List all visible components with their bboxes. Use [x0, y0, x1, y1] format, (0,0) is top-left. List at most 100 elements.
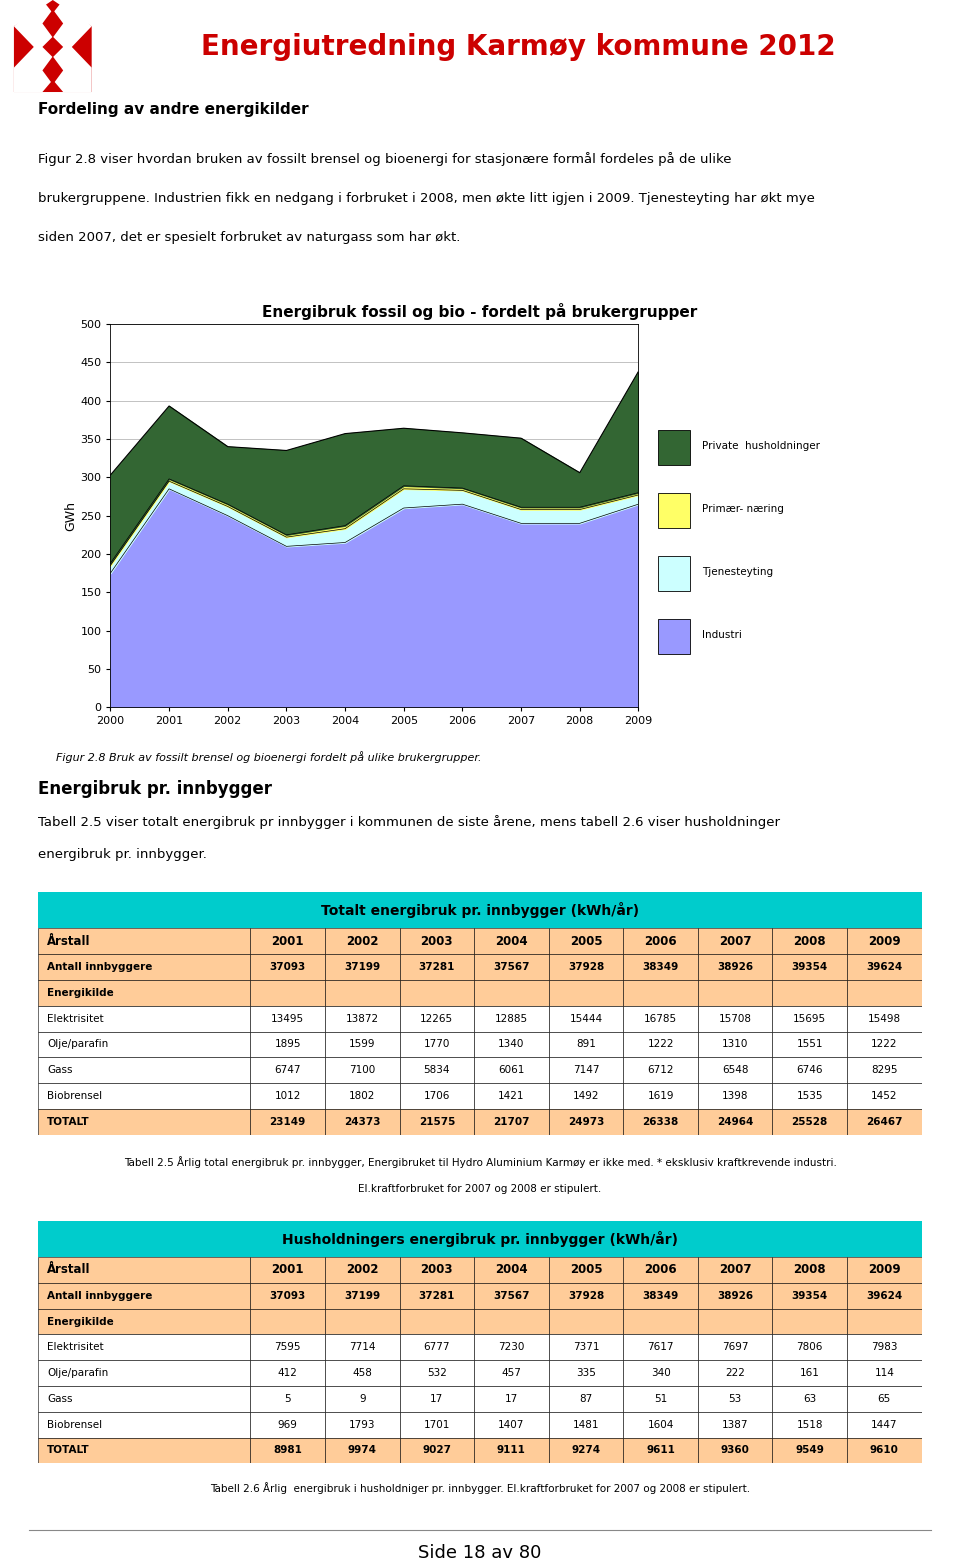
FancyBboxPatch shape [251, 1083, 324, 1110]
FancyBboxPatch shape [38, 1335, 251, 1360]
FancyBboxPatch shape [474, 1283, 549, 1308]
FancyBboxPatch shape [549, 1283, 623, 1308]
FancyBboxPatch shape [773, 1058, 847, 1083]
FancyBboxPatch shape [773, 1257, 847, 1283]
FancyBboxPatch shape [698, 1438, 773, 1463]
Text: 37093: 37093 [270, 962, 306, 972]
Text: Figur 2.8 viser hvordan bruken av fossilt brensel og bioenergi for stasjonære fo: Figur 2.8 viser hvordan bruken av fossil… [38, 152, 732, 166]
FancyBboxPatch shape [623, 980, 698, 1006]
FancyBboxPatch shape [698, 1031, 773, 1058]
FancyBboxPatch shape [549, 1083, 623, 1110]
FancyBboxPatch shape [549, 1006, 623, 1031]
Text: Tabell 2.6 Årlig  energibruk i husholdniger pr. innbygger. El.kraftforbruket for: Tabell 2.6 Årlig energibruk i husholdnig… [210, 1482, 750, 1495]
Text: Industri: Industri [702, 631, 742, 640]
Text: 891: 891 [576, 1039, 596, 1050]
FancyBboxPatch shape [251, 980, 324, 1006]
Text: 1604: 1604 [647, 1419, 674, 1429]
Text: 8981: 8981 [274, 1446, 302, 1455]
Text: TOTALT: TOTALT [47, 1117, 90, 1127]
Text: 6712: 6712 [647, 1066, 674, 1075]
Text: (uten Hydro Aluminium Karmøy): (uten Hydro Aluminium Karmøy) [379, 344, 581, 357]
Text: Side 18 av 80: Side 18 av 80 [419, 1545, 541, 1562]
Text: 1398: 1398 [722, 1091, 749, 1100]
FancyBboxPatch shape [251, 1438, 324, 1463]
Text: 114: 114 [875, 1368, 895, 1379]
Text: 38926: 38926 [717, 962, 754, 972]
FancyBboxPatch shape [623, 1335, 698, 1360]
Text: 2008: 2008 [793, 934, 826, 948]
Text: 21707: 21707 [493, 1117, 530, 1127]
Text: 2008: 2008 [793, 1263, 826, 1277]
FancyBboxPatch shape [399, 980, 474, 1006]
Text: Biobrensel: Biobrensel [47, 1091, 103, 1100]
Text: 38349: 38349 [642, 1291, 679, 1301]
FancyBboxPatch shape [251, 928, 324, 955]
Text: 9027: 9027 [422, 1446, 451, 1455]
Text: Årstall: Årstall [47, 934, 91, 948]
Text: 2001: 2001 [272, 1263, 304, 1277]
Text: 7983: 7983 [871, 1343, 898, 1352]
Text: Husholdningers energibruk pr. innbygger (kWh/år): Husholdningers energibruk pr. innbygger … [282, 1232, 678, 1247]
FancyBboxPatch shape [549, 1257, 623, 1283]
FancyBboxPatch shape [623, 928, 698, 955]
Text: Biobrensel: Biobrensel [47, 1419, 103, 1429]
FancyBboxPatch shape [773, 1308, 847, 1335]
Text: 969: 969 [277, 1419, 298, 1429]
Text: 532: 532 [427, 1368, 446, 1379]
Text: 7714: 7714 [349, 1343, 375, 1352]
Text: Totalt energibruk pr. innbygger (kWh/år): Totalt energibruk pr. innbygger (kWh/år) [321, 903, 639, 919]
FancyBboxPatch shape [324, 955, 399, 980]
FancyBboxPatch shape [847, 1006, 922, 1031]
FancyBboxPatch shape [399, 1110, 474, 1135]
Text: 2009: 2009 [868, 934, 900, 948]
FancyBboxPatch shape [549, 955, 623, 980]
FancyBboxPatch shape [251, 1110, 324, 1135]
FancyBboxPatch shape [698, 1283, 773, 1308]
Text: brukergruppene. Industrien fikk en nedgang i forbruket i 2008, men økte litt igj: brukergruppene. Industrien fikk en nedga… [38, 192, 815, 205]
Text: 1619: 1619 [647, 1091, 674, 1100]
Text: 15498: 15498 [868, 1014, 900, 1024]
Text: 7147: 7147 [573, 1066, 599, 1075]
Text: 2002: 2002 [346, 1263, 378, 1277]
Text: 1222: 1222 [647, 1039, 674, 1050]
Text: Antall innbyggere: Antall innbyggere [47, 962, 153, 972]
FancyBboxPatch shape [38, 1110, 251, 1135]
FancyBboxPatch shape [474, 928, 549, 955]
FancyBboxPatch shape [623, 955, 698, 980]
FancyBboxPatch shape [623, 1387, 698, 1412]
FancyBboxPatch shape [623, 1360, 698, 1387]
Text: 9274: 9274 [571, 1446, 601, 1455]
FancyBboxPatch shape [698, 980, 773, 1006]
FancyBboxPatch shape [474, 955, 549, 980]
FancyBboxPatch shape [324, 1031, 399, 1058]
FancyBboxPatch shape [474, 1031, 549, 1058]
Text: 15695: 15695 [793, 1014, 827, 1024]
FancyBboxPatch shape [474, 1387, 549, 1412]
FancyBboxPatch shape [773, 1387, 847, 1412]
Polygon shape [42, 0, 91, 92]
FancyBboxPatch shape [251, 1360, 324, 1387]
FancyBboxPatch shape [399, 1412, 474, 1438]
FancyBboxPatch shape [549, 1308, 623, 1335]
Text: Elektrisitet: Elektrisitet [47, 1343, 104, 1352]
Text: 2003: 2003 [420, 1263, 453, 1277]
Text: 222: 222 [725, 1368, 745, 1379]
Text: 9610: 9610 [870, 1446, 899, 1455]
Text: 9549: 9549 [795, 1446, 825, 1455]
Text: 2007: 2007 [719, 934, 752, 948]
FancyBboxPatch shape [251, 1308, 324, 1335]
Text: Tabell 2.5 Årlig total energibruk pr. innbygger, Energibruket til Hydro Aluminiu: Tabell 2.5 Årlig total energibruk pr. in… [124, 1157, 836, 1167]
FancyBboxPatch shape [698, 1387, 773, 1412]
Text: 13495: 13495 [271, 1014, 304, 1024]
Text: 458: 458 [352, 1368, 372, 1379]
Text: 39624: 39624 [866, 1291, 902, 1301]
Text: 2005: 2005 [569, 1263, 602, 1277]
Text: 1407: 1407 [498, 1419, 524, 1429]
Text: 65: 65 [877, 1394, 891, 1404]
Text: 15708: 15708 [719, 1014, 752, 1024]
Text: 161: 161 [800, 1368, 820, 1379]
FancyBboxPatch shape [658, 429, 689, 465]
FancyBboxPatch shape [549, 1360, 623, 1387]
Text: 7100: 7100 [349, 1066, 375, 1075]
FancyBboxPatch shape [847, 1412, 922, 1438]
